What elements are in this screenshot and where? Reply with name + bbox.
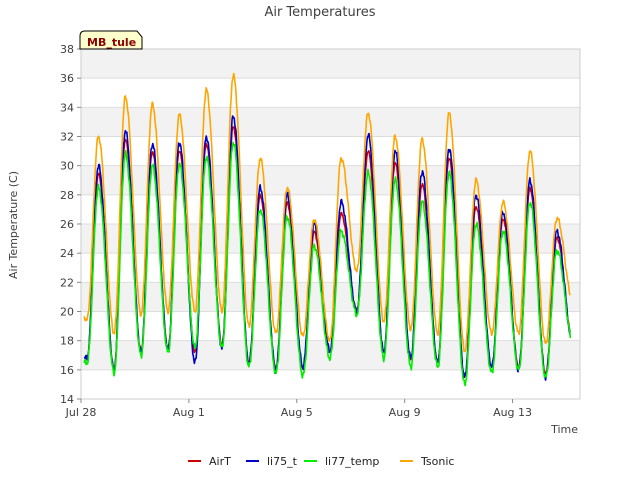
y-tick-label: 38 <box>60 43 74 56</box>
series-line-tsonic <box>83 72 572 353</box>
series-lines <box>83 72 572 387</box>
legend-item-li75-t: li75_t <box>246 455 298 468</box>
x-tick-label: Aug 9 <box>389 406 421 419</box>
station-label-box: MB_tule <box>79 30 143 50</box>
legend-item-li77-temp: li77_temp <box>304 455 379 468</box>
plot-band <box>81 107 580 137</box>
legend-item-tsonic: Tsonic <box>400 455 454 468</box>
legend-item-airt: AirT <box>188 455 231 468</box>
legend-label: li77_temp <box>325 455 379 468</box>
plot-band <box>81 282 580 312</box>
y-tick-label: 28 <box>60 189 74 202</box>
y-tick-label: 24 <box>60 247 74 260</box>
plot-band <box>81 136 580 166</box>
y-tick-label: 26 <box>60 218 74 231</box>
series-line-li77-temp <box>83 141 572 387</box>
plot-band <box>81 165 580 195</box>
y-axis-label: Air Temperature (C) <box>7 171 20 279</box>
plot-band <box>81 49 580 79</box>
plot-band <box>81 369 580 399</box>
x-axis-label: Time <box>550 423 578 436</box>
x-tick-label: Aug 1 <box>173 406 205 419</box>
y-tick-label: 22 <box>60 276 74 289</box>
station-label-shape <box>79 30 143 50</box>
x-tick-label: Aug 5 <box>281 406 313 419</box>
x-axis-ticks: Jul 28 Aug 1 Aug 5 Aug 9 Aug 13 <box>65 399 532 419</box>
y-axis-ticks: 14 16 18 20 22 24 26 28 30 32 34 36 38 <box>60 43 81 406</box>
legend: AirT li75_t li77_temp Tsonic <box>188 455 454 468</box>
plot-band <box>81 194 580 224</box>
x-tick-label: Aug 13 <box>493 406 532 419</box>
station-label: MB_tule <box>87 36 136 49</box>
plot-band <box>81 253 580 283</box>
y-tick-label: 32 <box>60 131 74 144</box>
legend-label: AirT <box>209 455 231 468</box>
y-tick-label: 36 <box>60 72 74 85</box>
y-tick-label: 16 <box>60 364 74 377</box>
y-tick-label: 20 <box>60 306 74 319</box>
chart-title: Air Temperatures <box>264 5 375 20</box>
legend-label: Tsonic <box>420 455 454 468</box>
y-tick-label: 30 <box>60 160 74 173</box>
y-tick-label: 14 <box>60 393 74 406</box>
y-tick-label: 18 <box>60 335 74 348</box>
plot-band <box>81 224 580 254</box>
legend-label: li75_t <box>267 455 298 468</box>
plot-band <box>81 78 580 108</box>
x-tick-label: Jul 28 <box>65 406 97 419</box>
y-tick-label: 34 <box>60 101 74 114</box>
